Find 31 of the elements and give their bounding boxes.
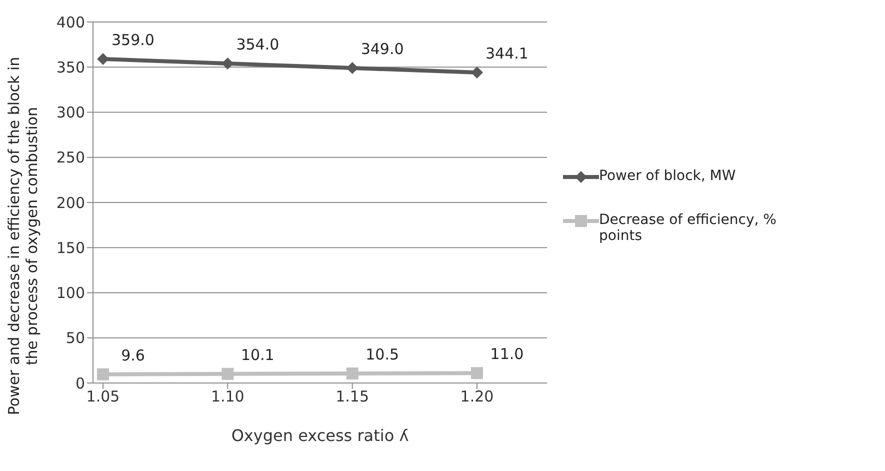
point — [97, 53, 109, 65]
data-label: 349.0 — [360, 40, 404, 58]
y-tick-label: 100 — [56, 284, 85, 302]
y-tick-label: 350 — [56, 58, 85, 76]
point — [346, 368, 358, 380]
point — [97, 368, 109, 380]
legend-label: Decrease of efficiency, % points — [599, 212, 778, 244]
point — [471, 66, 483, 78]
x-tick-label: 1.20 — [460, 388, 494, 406]
point — [222, 368, 234, 380]
y-tick-label: 150 — [56, 238, 85, 257]
x-tick-label: 1.15 — [336, 388, 370, 406]
data-label: 11.0 — [490, 345, 524, 364]
x-tick-label: 1.05 — [86, 388, 120, 406]
data-label: 10.1 — [240, 346, 274, 364]
legend-label: Power of block, MW — [599, 168, 737, 184]
y-tick-label: 200 — [56, 194, 85, 212]
y-axis-title: Power and decrease in efficiency of the block in the process of oxygen combustion — [5, 56, 41, 418]
y-tick-label: 0 — [75, 374, 85, 392]
data-label: 344.1 — [486, 44, 528, 62]
y-tick-label: 250 — [56, 148, 85, 167]
x-tick-label: 1.10 — [210, 388, 244, 406]
point — [471, 367, 483, 380]
y-tick-label: 400 — [56, 13, 85, 32]
y-tick-label: 300 — [56, 104, 85, 122]
data-label: 9.6 — [121, 346, 145, 364]
data-label: 359.0 — [112, 31, 154, 49]
data-label: 354.0 — [236, 36, 280, 54]
x-axis-title: Oxygen excess ratio ʎ — [231, 426, 409, 445]
y-tick-label: 50 — [66, 329, 85, 348]
data-label: 10.5 — [366, 346, 400, 364]
